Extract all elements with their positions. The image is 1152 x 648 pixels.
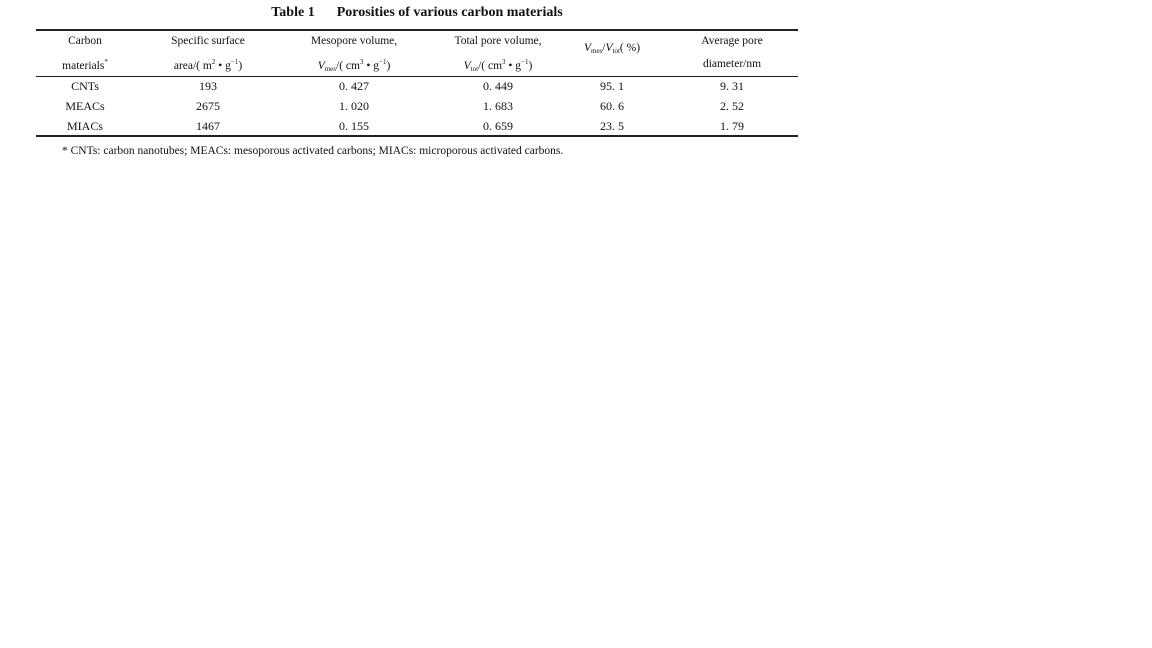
- column-header: Specific surface: [171, 35, 245, 47]
- table-cell: 0. 427: [339, 79, 369, 93]
- table-cell: 23. 5: [600, 119, 624, 133]
- header-text-part: V: [463, 60, 471, 72]
- column-header-unit: diameter/nm: [703, 58, 761, 70]
- header-text-part: area/( m: [173, 60, 212, 72]
- column-header-unit: Vtot/( cm3 • g−1): [464, 58, 533, 73]
- header-text-part: 2: [211, 58, 216, 66]
- column-header-unit: materials*: [62, 58, 108, 72]
- table-cell: 9. 31: [720, 79, 744, 93]
- header-text-part: tot: [470, 65, 479, 73]
- column-header: Total pore volume,: [454, 35, 541, 47]
- header-text-part: V: [605, 42, 613, 54]
- table-cell: 60. 6: [600, 99, 624, 113]
- table-cell: 1. 79: [720, 119, 744, 133]
- bottom-rule: [36, 135, 798, 137]
- header-text-part: mes: [324, 65, 337, 73]
- header-text-part: • g: [215, 60, 231, 72]
- header-text-part: V: [583, 42, 591, 54]
- table-cell: 1. 020: [339, 99, 369, 113]
- header-text-part: −1: [521, 58, 529, 66]
- header-text-part: Mesopore volume,: [310, 35, 398, 47]
- table-cell: 0. 449: [483, 79, 513, 93]
- header-text-part: V: [317, 60, 325, 72]
- table-footnote: * CNTs: carbon nanotubes; MEACs: mesopor…: [62, 145, 564, 157]
- header-text-part: 3: [359, 58, 364, 66]
- table-cell: 2675: [196, 99, 220, 113]
- table-cell: 0. 659: [483, 119, 513, 133]
- row-label: MEACs: [65, 99, 105, 113]
- header-text-part: diameter/nm: [702, 58, 762, 70]
- column-header: Mesopore volume,: [311, 35, 397, 47]
- top-rule: [36, 29, 798, 31]
- table-title: Table 1 Porosities of various carbon mate…: [0, 5, 834, 21]
- header-text-part: Average pore: [701, 35, 763, 47]
- header-text-part: • g: [505, 60, 522, 72]
- table-label: Table 1: [271, 5, 315, 20]
- table-cell: 0. 155: [339, 119, 369, 133]
- header-text-part: Total pore volume,: [454, 35, 542, 47]
- row-label: CNTs: [71, 79, 99, 93]
- header-text-part: ): [386, 60, 391, 72]
- header-text-part: • g: [363, 60, 379, 72]
- header-text-part: Specific surface: [171, 35, 245, 47]
- header-text-part: 3: [502, 58, 506, 66]
- header-text-part: ): [528, 60, 533, 72]
- header-text-part: −1: [379, 58, 387, 66]
- header-text-part: materials: [62, 60, 105, 72]
- header-text-part: /: [602, 42, 606, 54]
- column-header-unit: Vmes/( cm3 • g−1): [318, 58, 391, 73]
- table-caption: Porosities of various carbon materials: [336, 5, 563, 20]
- header-text-part: /( cm: [478, 60, 503, 72]
- column-header: Average pore: [701, 35, 762, 47]
- table-cell: 1. 683: [483, 99, 513, 113]
- header-text-part: Carbon: [68, 35, 102, 47]
- table-cell: 2. 52: [720, 99, 744, 113]
- header-text-part: *: [104, 58, 108, 66]
- header-text-part: mes: [591, 47, 603, 55]
- header-text-part: −1: [230, 58, 239, 66]
- table-cell: 1467: [196, 119, 220, 133]
- header-text-part: tot: [612, 47, 620, 55]
- table-cell: 193: [199, 79, 217, 93]
- table-cell: 95. 1: [600, 79, 624, 93]
- header-text-part: ( %): [619, 42, 641, 54]
- header-text-part: ): [238, 60, 243, 72]
- header-text-part: /( cm: [336, 60, 360, 72]
- column-header: Carbon: [68, 35, 102, 47]
- row-label: MIACs: [66, 119, 104, 133]
- header-rule: [36, 76, 798, 77]
- column-header-unit: area/( m2 • g−1): [174, 58, 242, 72]
- column-header: Vmes/Vtot( %): [584, 42, 640, 55]
